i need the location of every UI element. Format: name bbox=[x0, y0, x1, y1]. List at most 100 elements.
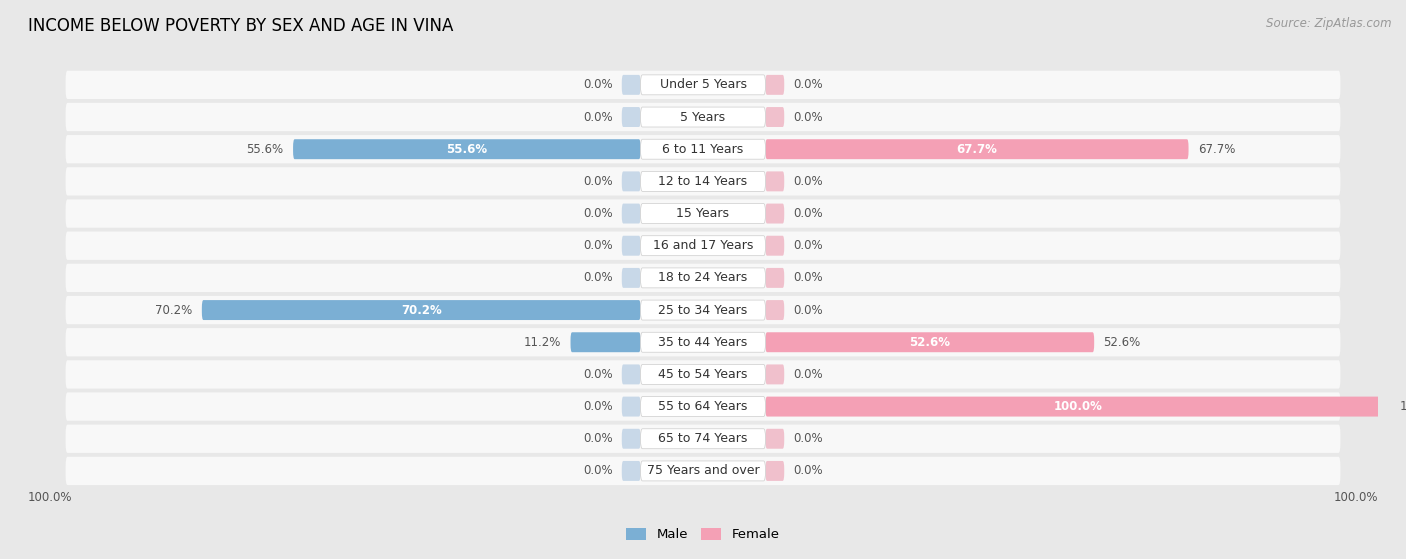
FancyBboxPatch shape bbox=[66, 167, 1340, 196]
FancyBboxPatch shape bbox=[66, 135, 1340, 163]
FancyBboxPatch shape bbox=[641, 139, 765, 159]
Legend: Male, Female: Male, Female bbox=[626, 528, 780, 541]
Text: 0.0%: 0.0% bbox=[582, 432, 613, 446]
FancyBboxPatch shape bbox=[641, 107, 765, 127]
Text: 52.6%: 52.6% bbox=[910, 336, 950, 349]
Text: 100.0%: 100.0% bbox=[1053, 400, 1102, 413]
Text: 35 to 44 Years: 35 to 44 Years bbox=[658, 336, 748, 349]
Text: 0.0%: 0.0% bbox=[582, 465, 613, 477]
Text: 0.0%: 0.0% bbox=[793, 78, 824, 91]
FancyBboxPatch shape bbox=[66, 392, 1340, 421]
FancyBboxPatch shape bbox=[641, 203, 765, 224]
FancyBboxPatch shape bbox=[621, 268, 641, 288]
FancyBboxPatch shape bbox=[66, 457, 1340, 485]
Text: 67.7%: 67.7% bbox=[1198, 143, 1236, 156]
FancyBboxPatch shape bbox=[621, 203, 641, 224]
Text: 25 to 34 Years: 25 to 34 Years bbox=[658, 304, 748, 316]
Text: 65 to 74 Years: 65 to 74 Years bbox=[658, 432, 748, 446]
Text: 0.0%: 0.0% bbox=[793, 239, 824, 252]
FancyBboxPatch shape bbox=[641, 332, 765, 352]
FancyBboxPatch shape bbox=[621, 396, 641, 416]
Text: 70.2%: 70.2% bbox=[155, 304, 193, 316]
FancyBboxPatch shape bbox=[641, 300, 765, 320]
FancyBboxPatch shape bbox=[641, 429, 765, 449]
Text: 18 to 24 Years: 18 to 24 Years bbox=[658, 271, 748, 285]
FancyBboxPatch shape bbox=[765, 75, 785, 95]
FancyBboxPatch shape bbox=[765, 172, 785, 191]
Text: Source: ZipAtlas.com: Source: ZipAtlas.com bbox=[1267, 17, 1392, 30]
FancyBboxPatch shape bbox=[66, 264, 1340, 292]
FancyBboxPatch shape bbox=[765, 396, 1391, 416]
Text: 52.6%: 52.6% bbox=[1104, 336, 1140, 349]
FancyBboxPatch shape bbox=[641, 364, 765, 385]
Text: 0.0%: 0.0% bbox=[582, 271, 613, 285]
FancyBboxPatch shape bbox=[621, 429, 641, 449]
Text: 16 and 17 Years: 16 and 17 Years bbox=[652, 239, 754, 252]
FancyBboxPatch shape bbox=[621, 75, 641, 95]
FancyBboxPatch shape bbox=[641, 461, 765, 481]
Text: 0.0%: 0.0% bbox=[793, 207, 824, 220]
FancyBboxPatch shape bbox=[571, 332, 641, 352]
Text: 0.0%: 0.0% bbox=[582, 175, 613, 188]
FancyBboxPatch shape bbox=[621, 107, 641, 127]
Text: 0.0%: 0.0% bbox=[793, 368, 824, 381]
Text: 55.6%: 55.6% bbox=[246, 143, 284, 156]
Text: 75 Years and over: 75 Years and over bbox=[647, 465, 759, 477]
FancyBboxPatch shape bbox=[765, 268, 785, 288]
Text: 0.0%: 0.0% bbox=[793, 465, 824, 477]
Text: 100.0%: 100.0% bbox=[1400, 400, 1406, 413]
Text: 11.2%: 11.2% bbox=[524, 336, 561, 349]
FancyBboxPatch shape bbox=[66, 70, 1340, 99]
Text: 0.0%: 0.0% bbox=[793, 111, 824, 124]
Text: 55.6%: 55.6% bbox=[446, 143, 488, 156]
Text: Under 5 Years: Under 5 Years bbox=[659, 78, 747, 91]
FancyBboxPatch shape bbox=[765, 203, 785, 224]
Text: 100.0%: 100.0% bbox=[1333, 491, 1378, 504]
FancyBboxPatch shape bbox=[66, 103, 1340, 131]
Text: 0.0%: 0.0% bbox=[582, 239, 613, 252]
FancyBboxPatch shape bbox=[641, 236, 765, 255]
Text: 5 Years: 5 Years bbox=[681, 111, 725, 124]
Text: 0.0%: 0.0% bbox=[793, 432, 824, 446]
FancyBboxPatch shape bbox=[641, 396, 765, 416]
Text: 12 to 14 Years: 12 to 14 Years bbox=[658, 175, 748, 188]
Text: 0.0%: 0.0% bbox=[582, 400, 613, 413]
FancyBboxPatch shape bbox=[66, 328, 1340, 357]
FancyBboxPatch shape bbox=[292, 139, 641, 159]
Text: 67.7%: 67.7% bbox=[956, 143, 997, 156]
FancyBboxPatch shape bbox=[641, 268, 765, 288]
Text: 45 to 54 Years: 45 to 54 Years bbox=[658, 368, 748, 381]
Text: 0.0%: 0.0% bbox=[582, 368, 613, 381]
FancyBboxPatch shape bbox=[765, 461, 785, 481]
Text: 0.0%: 0.0% bbox=[582, 78, 613, 91]
Text: 70.2%: 70.2% bbox=[401, 304, 441, 316]
Text: INCOME BELOW POVERTY BY SEX AND AGE IN VINA: INCOME BELOW POVERTY BY SEX AND AGE IN V… bbox=[28, 17, 454, 35]
FancyBboxPatch shape bbox=[621, 364, 641, 385]
FancyBboxPatch shape bbox=[765, 139, 1188, 159]
FancyBboxPatch shape bbox=[621, 172, 641, 191]
FancyBboxPatch shape bbox=[621, 236, 641, 255]
FancyBboxPatch shape bbox=[66, 296, 1340, 324]
Text: 6 to 11 Years: 6 to 11 Years bbox=[662, 143, 744, 156]
FancyBboxPatch shape bbox=[621, 461, 641, 481]
Text: 0.0%: 0.0% bbox=[582, 207, 613, 220]
FancyBboxPatch shape bbox=[641, 172, 765, 191]
Text: 15 Years: 15 Years bbox=[676, 207, 730, 220]
Text: 0.0%: 0.0% bbox=[793, 175, 824, 188]
FancyBboxPatch shape bbox=[202, 300, 641, 320]
Text: 0.0%: 0.0% bbox=[582, 111, 613, 124]
FancyBboxPatch shape bbox=[66, 360, 1340, 389]
FancyBboxPatch shape bbox=[66, 425, 1340, 453]
FancyBboxPatch shape bbox=[765, 300, 785, 320]
Text: 0.0%: 0.0% bbox=[793, 271, 824, 285]
FancyBboxPatch shape bbox=[765, 364, 785, 385]
FancyBboxPatch shape bbox=[765, 429, 785, 449]
FancyBboxPatch shape bbox=[641, 75, 765, 95]
Text: 55 to 64 Years: 55 to 64 Years bbox=[658, 400, 748, 413]
Text: 0.0%: 0.0% bbox=[793, 304, 824, 316]
FancyBboxPatch shape bbox=[66, 200, 1340, 228]
FancyBboxPatch shape bbox=[765, 332, 1094, 352]
FancyBboxPatch shape bbox=[765, 107, 785, 127]
Text: 100.0%: 100.0% bbox=[28, 491, 73, 504]
FancyBboxPatch shape bbox=[66, 231, 1340, 260]
